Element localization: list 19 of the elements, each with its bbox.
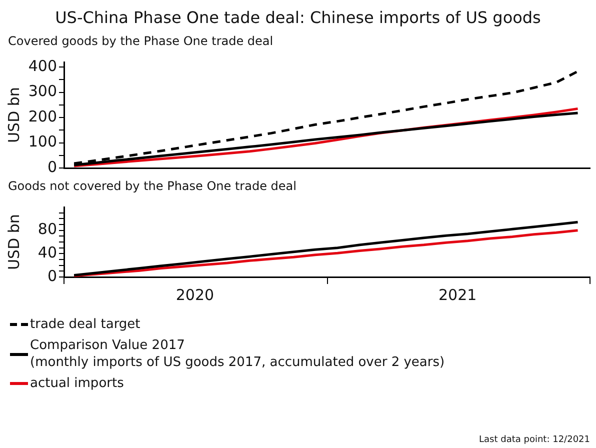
legend-label: actual imports	[30, 375, 124, 392]
x-tick-label: 2021	[438, 286, 477, 304]
x-tick-label: 2020	[176, 286, 214, 304]
y-axis-title: USD bn	[4, 214, 23, 270]
y-tick-label: 0	[47, 158, 57, 176]
legend-label: Comparison Value 2017 (monthly imports of US goods 2017, accumulated over 2 years)	[30, 337, 445, 371]
text: Last data point: 12/2021	[479, 434, 590, 446]
y-tick-label: 300	[28, 82, 57, 100]
y-tick-label: 40	[38, 244, 57, 262]
y-tick-label: 400	[28, 56, 57, 75]
y-tick-label: 100	[28, 132, 57, 151]
legend-label: trade deal target	[30, 316, 140, 333]
y-tick-label: 0	[47, 266, 57, 285]
chart-title: US-China Phase One tade deal: Chinese imports of US goods	[54, 8, 542, 29]
y-tick-label: 80	[38, 220, 57, 238]
y-tick-label: 200	[28, 107, 57, 126]
y-axis-title: USD bn	[4, 87, 23, 143]
chart-title: Goods not covered by the Phase One trade deal	[8, 179, 298, 195]
chart-subtitle: Covered goods by the Phase One trade deal	[8, 34, 274, 50]
